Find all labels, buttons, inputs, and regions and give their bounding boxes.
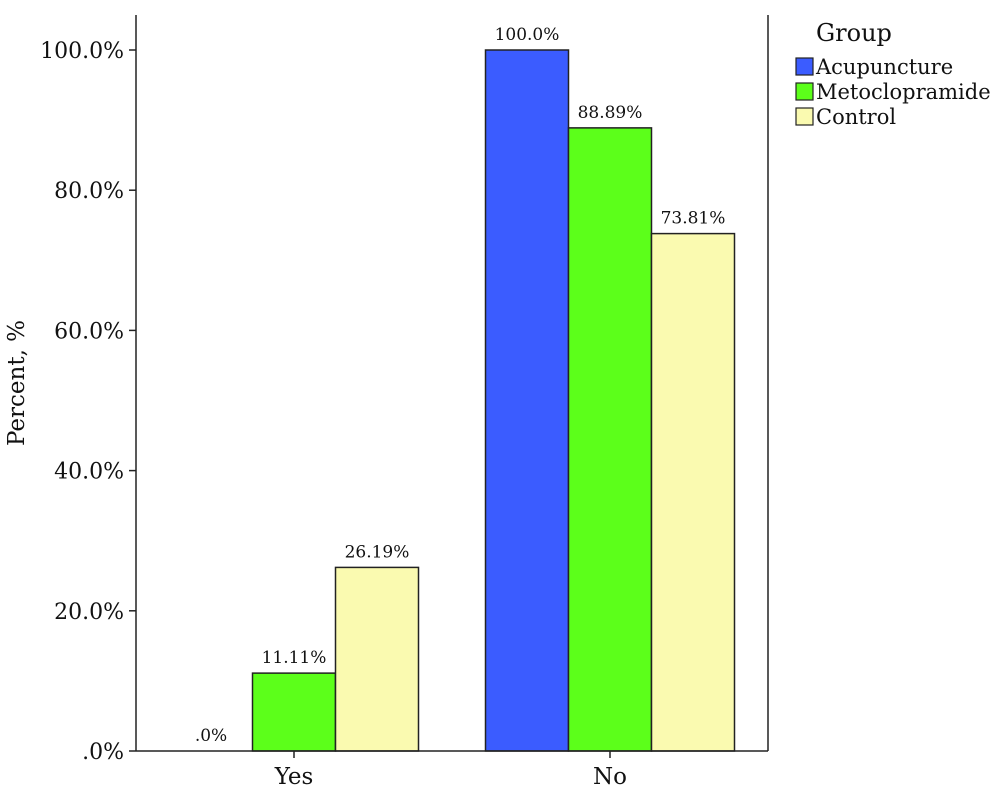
legend-swatch-acupuncture (795, 57, 814, 76)
y-tick-label: .0% (82, 740, 124, 765)
legend-label: Acupuncture (815, 55, 953, 79)
data-label: 11.11% (262, 648, 327, 668)
data-label: 73.81% (661, 209, 726, 229)
labels-layer: .0% 11.11% 26.19% 100.0% 88.89% 73.81% (195, 25, 726, 746)
data-label: 100.0% (495, 25, 560, 45)
y-tick-label: 100.0% (40, 39, 124, 64)
legend-label: Metoclopramide (816, 80, 991, 104)
legend-swatch-metoclopramide (795, 82, 814, 101)
bar-acupuncture (484, 49, 570, 752)
data-label: .0% (195, 726, 227, 746)
y-tick-label: 80.0% (54, 179, 124, 204)
bar-control (334, 566, 420, 752)
legend-swatch-control (795, 107, 814, 126)
legend-label: Control (816, 105, 896, 129)
y-tick-label: 40.0% (54, 460, 124, 485)
x-category-label: No (593, 764, 627, 790)
x-category-label: Yes (274, 764, 314, 790)
axes-layer: Percent, % (4, 15, 769, 752)
y-tick-label: 20.0% (54, 600, 124, 625)
y-axis-title: Percent, % (4, 320, 30, 446)
bar-control (650, 232, 736, 752)
legend-title: Group (816, 19, 892, 47)
data-label: 88.89% (578, 103, 643, 123)
data-label: 26.19% (345, 542, 410, 562)
bars-layer (251, 49, 736, 752)
bar-metoclopramide (251, 672, 337, 752)
ticks-layer: .0% 20.0% 40.0% 60.0% 80.0% 100.0% Yes No (40, 39, 627, 790)
bar-metoclopramide (567, 127, 653, 752)
y-tick-label: 60.0% (54, 319, 124, 344)
